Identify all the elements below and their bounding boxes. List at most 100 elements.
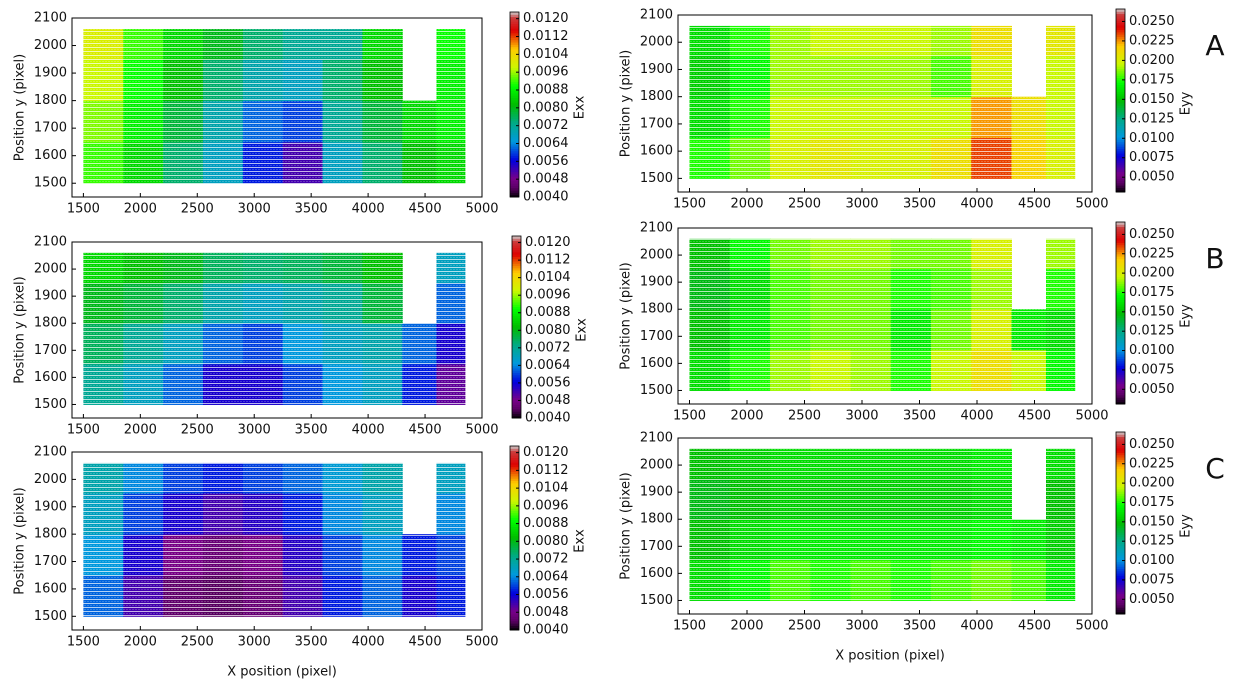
colorbar-segment [510, 139, 519, 142]
x-tick-label: 4500 [409, 635, 442, 650]
colorbar-segment [510, 12, 519, 15]
colorbar-segment [1116, 25, 1125, 28]
colorbar-segment [1116, 276, 1125, 280]
colorbar-segment [510, 69, 519, 73]
y-tick-label: 1500 [640, 383, 673, 398]
colorbar-segment [1116, 272, 1125, 275]
colorbar-segment [512, 254, 521, 257]
colorbar-segment [512, 306, 521, 310]
y-tick-label: 1700 [640, 329, 673, 344]
colorbar-segment [1116, 536, 1125, 540]
row-texture [678, 438, 1092, 614]
y-tick-label: 1500 [640, 171, 673, 186]
colorbar-segment [1116, 516, 1125, 519]
colorbar-segment [1116, 491, 1125, 494]
colorbar-segment [512, 349, 521, 353]
colorbar-segment [512, 399, 521, 403]
colorbar-tick-label: 0.0150 [1129, 92, 1175, 107]
colorbar-segment [1116, 141, 1125, 145]
colorbar-segment [1116, 388, 1125, 391]
colorbar-segment [1116, 31, 1125, 35]
colorbar-segment [510, 51, 519, 55]
colorbar-segment [1116, 95, 1125, 99]
colorbar-segment [512, 338, 521, 342]
colorbar-segment [510, 102, 519, 105]
colorbar-segment [1116, 155, 1125, 159]
colorbar-segment [1116, 509, 1125, 513]
colorbar-segment [510, 190, 519, 193]
colorbar-segment [510, 150, 519, 154]
colorbar-segment [1116, 459, 1125, 463]
colorbar-segment [1116, 226, 1125, 230]
colorbar-segment [1116, 256, 1125, 259]
panel-label: A [1205, 29, 1224, 62]
colorbar-segment [1116, 274, 1125, 278]
colorbar-segment [512, 276, 521, 280]
colorbar-segment [1116, 385, 1125, 389]
colorbar-segment [1116, 582, 1125, 585]
colorbar-segment [1116, 303, 1125, 307]
colorbar-segment [1116, 591, 1125, 595]
x-tick-label: 3500 [903, 197, 936, 212]
colorbar-segment [512, 267, 521, 271]
colorbar-segment [1116, 479, 1125, 483]
colorbar-segment [1116, 148, 1125, 152]
x-tick-label: 4500 [1018, 619, 1051, 634]
colorbar-segment [510, 42, 519, 45]
y-tick-label: 1600 [34, 581, 67, 596]
colorbar-segment [1116, 247, 1125, 250]
colorbar-segment [1116, 43, 1125, 47]
y-tick-label: 2100 [640, 8, 673, 23]
colorbar-segment [1116, 34, 1125, 37]
y-tick-label: 1500 [640, 593, 673, 608]
colorbar-segment [510, 178, 519, 182]
x-tick-label: 3500 [903, 619, 936, 634]
colorbar-segment [510, 141, 519, 145]
colorbar-tick-label: 0.0050 [1129, 382, 1175, 397]
colorbar-segment [1116, 251, 1125, 255]
colorbar-segment [1116, 523, 1125, 526]
colorbar-segment [1116, 137, 1125, 140]
colorbar-segment [1116, 258, 1125, 262]
colorbar-segment [512, 313, 521, 317]
colorbar-segment [510, 58, 519, 62]
colorbar-segment [510, 183, 519, 186]
colorbar-segment [512, 397, 521, 401]
plot-frame [677, 227, 1093, 405]
colorbar-segment [1116, 231, 1125, 234]
colorbar-segment [1116, 554, 1125, 558]
y-tick-label: 1500 [34, 176, 67, 191]
x-tick-label: 1500 [673, 619, 706, 634]
colorbar-segment [512, 270, 521, 273]
colorbar-segment [1116, 187, 1125, 191]
colorbar-segment [512, 286, 521, 289]
colorbar-segment [510, 547, 519, 550]
colorbar-segment [1116, 171, 1125, 175]
colorbar-segment [1116, 244, 1125, 248]
colorbar-segment [1116, 283, 1125, 287]
colorbar-tick-label: 0.0040 [523, 623, 569, 638]
colorbar-tick-label: 0.0125 [1129, 534, 1175, 549]
colorbar-segment [510, 480, 519, 484]
y-tick-label: 2100 [34, 11, 67, 26]
y-tick-label: 1700 [640, 539, 673, 554]
colorbar-segment [1116, 443, 1125, 447]
colorbar-tick-label: 0.0120 [523, 445, 569, 460]
colorbar-segment [1116, 328, 1125, 332]
colorbar-segment [1116, 290, 1125, 294]
colorbar-tick-label: 0.0064 [523, 136, 569, 151]
colorbar-segment [510, 113, 519, 117]
colorbar-segment [510, 554, 519, 557]
y-tick-label: 2100 [34, 445, 67, 460]
colorbar-segment [512, 345, 521, 348]
colorbar-segment [1116, 75, 1125, 79]
colorbar-segment [1116, 100, 1125, 104]
colorbar-segment [512, 377, 521, 380]
colorbar-label: Exx [573, 95, 588, 119]
x-tick-label: 4000 [960, 409, 993, 424]
colorbar-tick-label: 0.0056 [525, 375, 571, 390]
colorbar-segment [1116, 189, 1125, 193]
x-tick-label: 2500 [181, 635, 214, 650]
colorbar-segment [512, 317, 521, 321]
x-tick-label: 3000 [845, 409, 878, 424]
